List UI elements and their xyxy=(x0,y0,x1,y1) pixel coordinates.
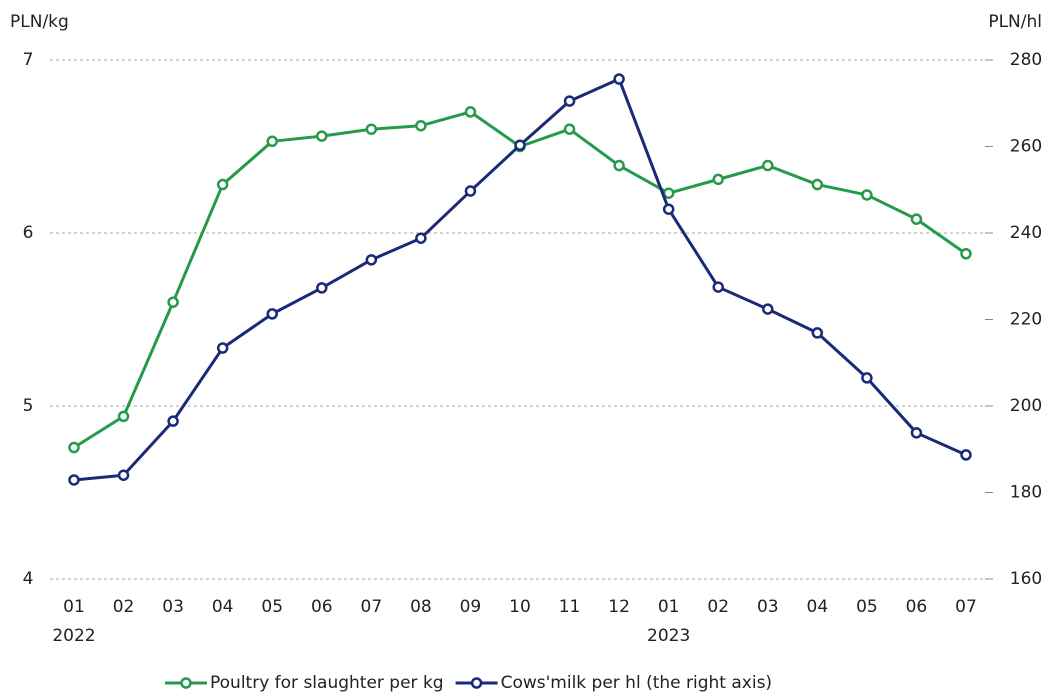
data-point xyxy=(762,159,774,172)
x-tick-label: 03 xyxy=(162,597,184,617)
y-axis-label: PLN/kg xyxy=(10,12,69,32)
data-point xyxy=(316,282,328,294)
data-point xyxy=(662,187,675,199)
y2-tick-label: 280 xyxy=(1010,50,1042,70)
data-point xyxy=(68,441,80,454)
y2-tick-label: 260 xyxy=(1010,137,1042,157)
data-point xyxy=(68,474,80,486)
data-point xyxy=(712,281,724,293)
data-point xyxy=(167,296,179,308)
data-point xyxy=(316,130,328,142)
x-tick-label: 11 xyxy=(559,597,581,617)
y-tick-label: 5 xyxy=(23,396,34,416)
data-point xyxy=(811,178,824,191)
x-tick-label: 05 xyxy=(261,597,283,617)
data-point xyxy=(167,415,179,427)
data-point xyxy=(960,449,972,461)
data-point xyxy=(365,254,378,266)
data-point xyxy=(216,342,229,354)
data-point xyxy=(960,248,972,260)
x-tick-label: 01 xyxy=(658,597,680,617)
data-point xyxy=(117,469,130,481)
data-point xyxy=(762,303,774,315)
data-point xyxy=(613,73,625,85)
data-point xyxy=(910,213,923,225)
data-point xyxy=(514,139,526,151)
x-tick-label: 07 xyxy=(361,597,383,617)
series-line xyxy=(73,110,967,449)
x-tick-label: 02 xyxy=(113,597,135,617)
y2-tick-label: 220 xyxy=(1010,310,1042,330)
data-point xyxy=(464,106,477,118)
data-point xyxy=(266,135,278,148)
legend-marker xyxy=(180,677,192,689)
y-tick-label: 6 xyxy=(23,223,34,243)
data-point xyxy=(266,308,278,320)
x-tick-label: 04 xyxy=(212,597,234,617)
x-tick-label: 09 xyxy=(460,597,482,617)
series-line xyxy=(73,77,967,482)
data-point xyxy=(365,123,378,135)
x-tick-label: 06 xyxy=(906,597,928,617)
x-tick-label: 12 xyxy=(608,597,630,617)
data-point xyxy=(662,203,675,215)
y2-tick-label: 160 xyxy=(1010,569,1042,589)
x-tick-label: 04 xyxy=(807,597,829,617)
y2-tick-label: 180 xyxy=(1010,483,1042,503)
data-point xyxy=(861,372,873,384)
data-point xyxy=(563,95,576,107)
data-point xyxy=(861,189,873,201)
data-point xyxy=(415,119,427,132)
y-tick-label: 4 xyxy=(23,569,34,589)
data-point xyxy=(415,232,427,244)
x-year-label: 2022 xyxy=(52,626,95,646)
legend-marker xyxy=(470,677,483,689)
y2-tick-label: 200 xyxy=(1010,396,1042,416)
data-point xyxy=(613,159,625,172)
x-tick-label: 07 xyxy=(955,597,977,617)
y2-tick-label: 240 xyxy=(1010,223,1042,243)
legend-label: Poultry for slaughter per kg xyxy=(210,673,444,693)
y2-axis-label: PLN/hl xyxy=(988,12,1042,32)
data-point xyxy=(811,327,824,339)
x-tick-label: 03 xyxy=(757,597,779,617)
data-point xyxy=(117,410,130,423)
data-point xyxy=(712,173,724,186)
x-tick-label: 10 xyxy=(509,597,531,617)
x-tick-label: 01 xyxy=(63,597,85,617)
x-tick-label: 06 xyxy=(311,597,333,617)
data-point xyxy=(910,427,923,439)
x-tick-label: 05 xyxy=(856,597,878,617)
data-point xyxy=(464,185,477,197)
data-point xyxy=(216,178,229,191)
x-tick-label: 08 xyxy=(410,597,432,617)
legend-label: Cows'milk per hl (the right axis) xyxy=(501,673,772,693)
data-point xyxy=(563,123,576,135)
x-tick-label: 02 xyxy=(707,597,729,617)
y-tick-label: 7 xyxy=(23,50,34,70)
x-year-label: 2023 xyxy=(647,626,690,646)
